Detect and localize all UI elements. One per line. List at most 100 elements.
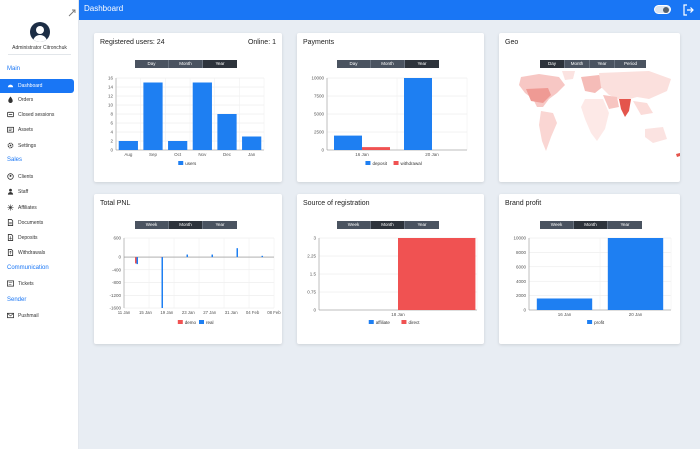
tab-month[interactable]: Month [371,60,405,68]
sidebar-item-label: Staff [18,189,29,195]
tab-year[interactable]: Year [405,221,439,229]
y-tick-label: 10000 [311,76,324,81]
x-tick-label: 08 Feb [267,310,281,315]
bar-profit [536,298,593,310]
sidebar-item-pushmail[interactable]: Pushmail [0,309,74,323]
y-tick-label: 0 [110,148,113,153]
sidebar-item-settings[interactable]: Settings [0,139,74,153]
y-tick-label: 4000 [516,279,527,284]
x-tick-label: 16 Jan [558,312,572,317]
legend-swatch [401,320,407,324]
sidebar-item-label: Pushmail [18,313,39,319]
y-tick-label: -800 [112,280,122,285]
world-map [519,71,680,157]
bar-users [168,141,188,150]
legend-swatch [178,161,184,165]
sidebar-item-label: Documents [18,220,44,226]
toggle-knob [663,7,669,13]
logout-icon[interactable] [682,4,694,16]
sidebar-item-documents[interactable]: Documents [0,216,74,230]
tab-year[interactable]: Year [203,60,237,68]
y-tick-label: 2 [110,139,113,144]
sidebar-item-affiliates[interactable]: Affiliates [0,201,74,215]
sidebar-item-staff[interactable]: Staff [0,185,74,199]
legend-label: demo [185,320,197,325]
sidebar-item-tickets[interactable]: Tickets [0,277,74,291]
sidebar-item-withdrawals[interactable]: Withdrawals [0,246,74,260]
x-tick-label: Jan [248,152,256,157]
tab-month[interactable]: Month [371,221,405,229]
user-name: Administrator Citronchuk [12,45,67,51]
period-tabs: Day Month Year [135,60,237,68]
y-tick-label: 2000 [516,293,527,298]
droplet-icon [8,96,13,103]
x-tick-label: Sep [149,152,158,157]
card-title: Total PNL [100,200,131,207]
tab-year[interactable]: Year [203,221,237,229]
x-tick-label: 31 Jan [225,310,239,315]
map-middle-east [603,95,619,109]
network-icon [7,204,14,211]
tab-month[interactable]: Month [565,60,590,68]
bar-real [161,257,163,308]
map-india [619,99,631,117]
legend-swatch [199,320,204,324]
tab-day[interactable]: Day [135,60,169,68]
sidebar-item-label: Clients [18,174,34,180]
sidebar-item-dashboard[interactable]: Dashboard [0,79,74,93]
sidebar-item-label: Dashboard [18,83,43,89]
period-tabs: Week Month Year [135,221,237,229]
sidebar-item-label: Withdrawals [18,250,46,256]
bar-direct [398,238,476,310]
sidebar-item-label: Affiliates [18,205,37,211]
map-australia [645,127,667,143]
y-tick-label: 12 [108,94,114,99]
tab-week[interactable]: Week [540,221,574,229]
x-tick-label: Aug [124,152,133,157]
bar-users [242,136,262,150]
period-tabs: Week Month Year [337,221,439,229]
section-main: Main [7,66,21,72]
payments-chart: 0 2500 5000 7500 10000 16 Jan 20 Jan deposit wit… [311,76,468,166]
sidebar-item-label: Deposits [18,235,38,241]
period-tabs: Day Month Year Period [540,60,646,68]
sidebar-item-assets[interactable]: Assets [0,123,74,137]
legend-label: real [206,320,214,325]
bar-deposit [404,78,432,150]
tab-month[interactable]: Month [574,221,608,229]
sidebar-item-clients[interactable]: Clients [0,170,74,184]
tab-week[interactable]: Week [135,221,169,229]
tab-year[interactable]: Year [405,60,439,68]
y-tick-label: -1200 [109,293,121,298]
bar-withdrawal [362,147,390,150]
x-tick-label: 04 Feb [246,310,260,315]
collapse-sidebar-icon[interactable] [68,9,76,17]
y-tick-label: 14 [108,85,114,90]
tab-month[interactable]: Month [169,221,203,229]
legend-label: deposit [372,161,387,166]
theme-toggle[interactable] [654,5,671,14]
map-usa [526,88,551,103]
tab-year[interactable]: Year [590,60,615,68]
legend-swatch [587,320,593,324]
tab-year[interactable]: Year [608,221,642,229]
withdraw-icon [7,249,14,256]
tab-week[interactable]: Week [337,221,371,229]
tab-month[interactable]: Month [169,60,203,68]
sidebar-item-deposits[interactable]: Deposits [0,231,74,245]
map-south-america [539,111,557,151]
y-tick-label: 5000 [314,112,325,117]
sidebar-item-label: Settings [18,143,37,149]
tab-day[interactable]: Day [540,60,565,68]
legend-label: direct [408,320,420,325]
legend-swatch [365,161,371,165]
bar-deposit [334,135,362,150]
sidebar-item-closed-sessions[interactable]: Closed sessions [0,108,74,122]
top-bar: Dashboard [0,0,700,20]
online-count: Online: 1 [247,39,276,46]
tab-period[interactable]: Period [615,60,646,68]
sidebar-item-orders[interactable]: Orders [0,93,74,107]
bar-real [211,254,213,258]
sidebar-item-label: Tickets [18,281,34,287]
tab-day[interactable]: Day [337,60,371,68]
